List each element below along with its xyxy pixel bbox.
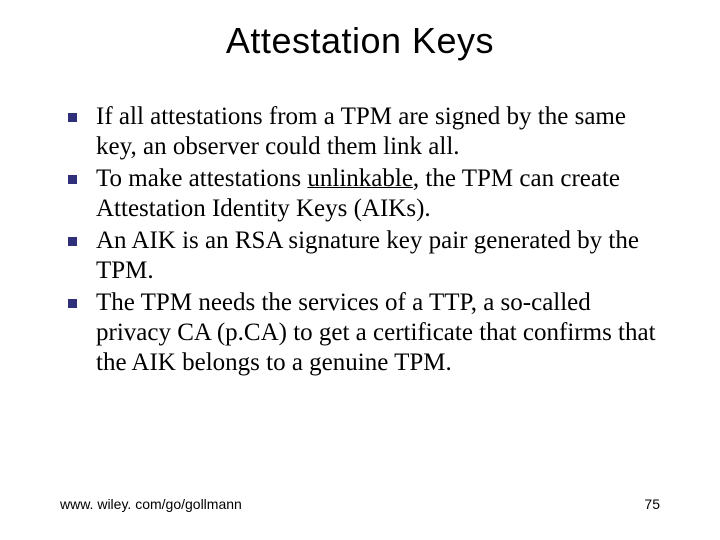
- bullet-item: If all attestations from a TPM are signe…: [68, 102, 660, 162]
- footer: www. wiley. com/go/gollmann 75: [60, 496, 660, 512]
- bullet-text-pre: To make attestations: [96, 165, 307, 192]
- page-number: 75: [644, 496, 660, 512]
- bullet-list: If all attestations from a TPM are signe…: [60, 102, 660, 378]
- bullet-text-pre: An AIK is an RSA signature key pair gene…: [96, 227, 639, 284]
- bullet-item: An AIK is an RSA signature key pair gene…: [68, 226, 660, 286]
- bullet-item: The TPM needs the services of a TTP, a s…: [68, 288, 660, 378]
- footer-url: www. wiley. com/go/gollmann: [60, 496, 242, 512]
- slide: Attestation Keys If all attestations fro…: [0, 0, 720, 540]
- slide-title: Attestation Keys: [60, 20, 660, 62]
- bullet-text-underline: unlinkable: [307, 165, 413, 192]
- bullet-item: To make attestations unlinkable, the TPM…: [68, 164, 660, 224]
- bullet-text-pre: The TPM needs the services of a TTP, a s…: [96, 289, 656, 376]
- bullet-text-pre: If all attestations from a TPM are signe…: [96, 103, 626, 160]
